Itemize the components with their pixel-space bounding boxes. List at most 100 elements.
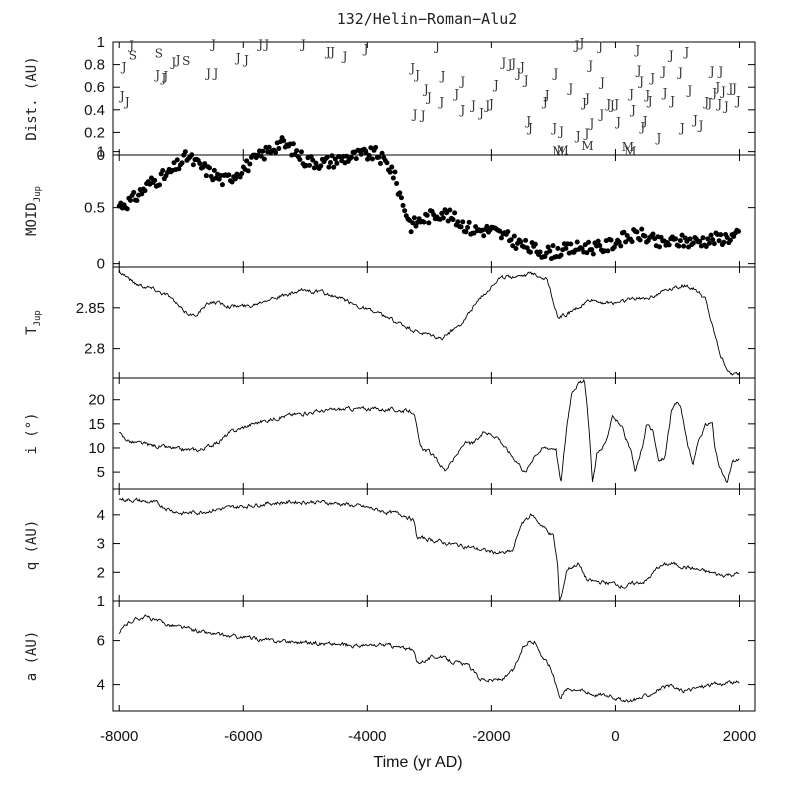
moid-point — [679, 232, 685, 238]
encounter-marker-J: J — [159, 71, 166, 85]
encounter-marker-J: J — [583, 92, 590, 106]
moid-point — [574, 239, 580, 245]
encounter-marker-J: J — [212, 67, 219, 81]
moid-point — [142, 188, 148, 194]
encounter-marker-J: J — [458, 103, 465, 117]
panel-moid-ytick-label: 0 — [97, 256, 105, 273]
encounter-marker-J: J — [629, 103, 636, 117]
moid-point — [377, 160, 383, 166]
encounter-marker-J: J — [582, 127, 589, 141]
moid-point — [408, 229, 414, 235]
moid-point — [358, 151, 364, 157]
encounter-marker-J: J — [574, 129, 581, 143]
moid-point — [605, 248, 611, 254]
moid-point — [310, 157, 316, 163]
encounter-marker-J: J — [341, 50, 348, 64]
moid-point — [568, 241, 574, 247]
moid-point — [297, 157, 303, 163]
encounter-marker-J: J — [734, 94, 741, 108]
encounter-marker-J: J — [120, 60, 127, 74]
panel-q-ytick-label: 3 — [97, 536, 105, 553]
moid-point — [298, 149, 304, 155]
moid-point — [394, 180, 400, 186]
moid-point — [348, 154, 354, 160]
encounter-marker-J: J — [127, 38, 134, 52]
moid-point — [703, 244, 709, 250]
moid-point — [327, 159, 333, 165]
encounter-marker-J: J — [543, 88, 550, 102]
moid-point — [523, 237, 529, 243]
panel-a-frame — [112, 600, 756, 712]
panel-q-ylabel: q (AU) — [24, 520, 40, 571]
moid-point — [505, 229, 511, 235]
encounter-marker-J: J — [705, 96, 712, 110]
encounter-marker-J: J — [299, 37, 306, 51]
moid-point — [421, 219, 427, 225]
encounter-marker-J: J — [514, 67, 521, 81]
moid-point — [466, 219, 472, 225]
encounter-marker-J: J — [422, 82, 429, 96]
moid-point — [313, 160, 319, 166]
panel-incl-ytick-label: 10 — [88, 440, 105, 457]
series-line-a — [118, 614, 740, 703]
panel-dist-ytick-label: 1 — [97, 34, 105, 51]
moid-point — [637, 237, 643, 243]
encounter-marker-M: M — [581, 139, 593, 153]
moid-point — [258, 153, 264, 159]
encounter-marker-J: J — [419, 108, 426, 122]
moid-point — [555, 245, 561, 251]
moid-point — [642, 233, 648, 239]
moid-point — [229, 179, 235, 185]
moid-point — [211, 167, 217, 173]
moid-point — [597, 242, 603, 248]
encounter-marker-J: J — [573, 38, 580, 52]
moid-point — [207, 165, 213, 171]
moid-point — [392, 169, 398, 175]
moid-point — [424, 212, 430, 218]
moid-point — [558, 252, 564, 258]
moid-point — [216, 176, 222, 182]
panel-tjup-frame — [112, 266, 756, 379]
moid-point — [563, 245, 569, 251]
moid-point — [232, 176, 238, 182]
encounter-marker-J: J — [708, 64, 715, 78]
panel-a-ytick-label: 4 — [97, 677, 105, 694]
encounter-marker-J: J — [118, 89, 125, 103]
encounter-marker-J: J — [685, 84, 692, 98]
moid-point — [673, 236, 679, 242]
moid-point — [458, 224, 464, 230]
moid-point — [290, 141, 296, 147]
encounter-marker-J: J — [425, 90, 432, 104]
moid-point — [410, 220, 416, 226]
encounter-marker-J: J — [566, 81, 573, 95]
panel-moid: 0 0.5 1 MOIDJup — [24, 135, 756, 273]
encounter-marker-J: J — [123, 95, 130, 109]
panel-moid-ylabel-main: MOID — [24, 202, 40, 236]
panel-dist-ylabel-main: Dist. (AU) — [24, 56, 40, 140]
encounter-marker-J: J — [659, 64, 666, 78]
panel-moid-ytick-label: 1 — [97, 144, 105, 161]
moid-point — [584, 250, 590, 256]
encounter-marker-S: S — [129, 49, 137, 63]
encounter-marker-J: J — [204, 67, 211, 81]
x-axis-ticks: -8000 -6000 -4000 -2000 0 2000 — [100, 728, 756, 745]
moid-point — [550, 243, 556, 249]
moid-point — [171, 160, 177, 166]
moid-point — [650, 231, 656, 237]
encounter-marker-J: J — [587, 116, 594, 130]
panel-incl-ytick-label: 5 — [97, 464, 105, 481]
moid-point — [629, 239, 635, 245]
encounter-marker-M: M — [557, 143, 569, 157]
encounter-marker-J: J — [362, 42, 369, 56]
panel-incl: 5 10 15 20 i (°) — [24, 377, 756, 490]
panel-incl-frame — [112, 377, 756, 490]
panel-tjup-ylabel-main: T — [24, 326, 40, 335]
encounter-marker-J: J — [710, 86, 717, 100]
encounter-marker-J: J — [262, 37, 269, 51]
moid-point — [160, 168, 166, 174]
panel-q: 1 2 3 4 q (AU) — [24, 488, 756, 610]
encounter-marker-J: J — [458, 75, 465, 89]
encounter-marker-J: J — [499, 55, 506, 69]
encounter-marker-J: J — [635, 63, 642, 77]
chart-title: 132/Helin−Roman−Alu2 — [337, 10, 518, 28]
